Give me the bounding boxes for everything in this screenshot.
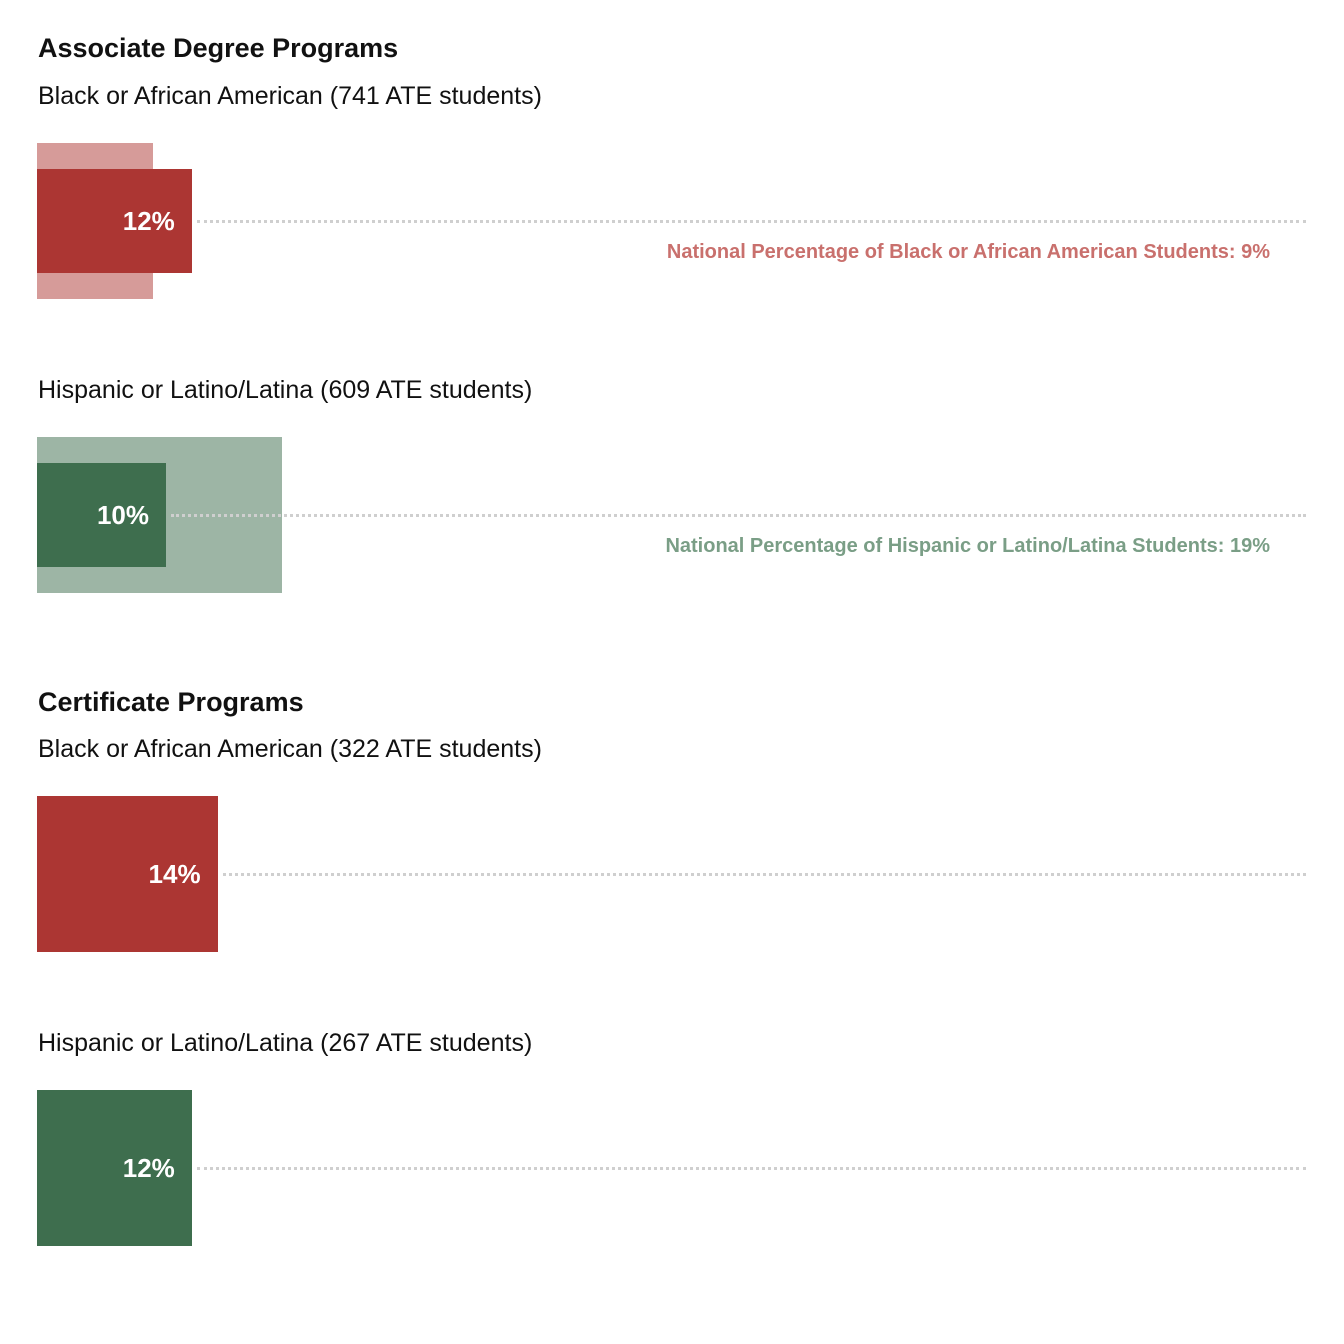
dotted-guide-line bbox=[196, 1167, 1306, 1170]
dotted-guide-line bbox=[171, 514, 1306, 517]
value-label: 12% bbox=[122, 1153, 175, 1183]
row-label-associate-black: Black or African American (741 ATE stude… bbox=[38, 82, 542, 110]
value-bar bbox=[37, 796, 218, 952]
value-bar bbox=[37, 1090, 192, 1246]
section-title-associate: Associate Degree Programs bbox=[38, 33, 399, 63]
value-label: 14% bbox=[148, 859, 201, 889]
section-title-certificate: Certificate Programs bbox=[38, 687, 304, 717]
national-percentage-label: National Percentage of Black or African … bbox=[666, 241, 1270, 263]
row-label-certificate-hispanic: Hispanic or Latino/Latina (267 ATE stude… bbox=[38, 1029, 533, 1057]
row-label-certificate-black: Black or African American (322 ATE stude… bbox=[38, 735, 542, 763]
national-percentage-label: National Percentage of Hispanic or Latin… bbox=[665, 535, 1270, 557]
value-label: 10% bbox=[96, 500, 149, 530]
value-bar bbox=[37, 169, 192, 273]
row-label-associate-hispanic: Hispanic or Latino/Latina (609 ATE stude… bbox=[38, 376, 533, 404]
dotted-guide-line bbox=[222, 873, 1306, 876]
dotted-guide-line bbox=[196, 220, 1306, 223]
value-label: 12% bbox=[122, 206, 175, 236]
value-bar bbox=[37, 463, 166, 567]
